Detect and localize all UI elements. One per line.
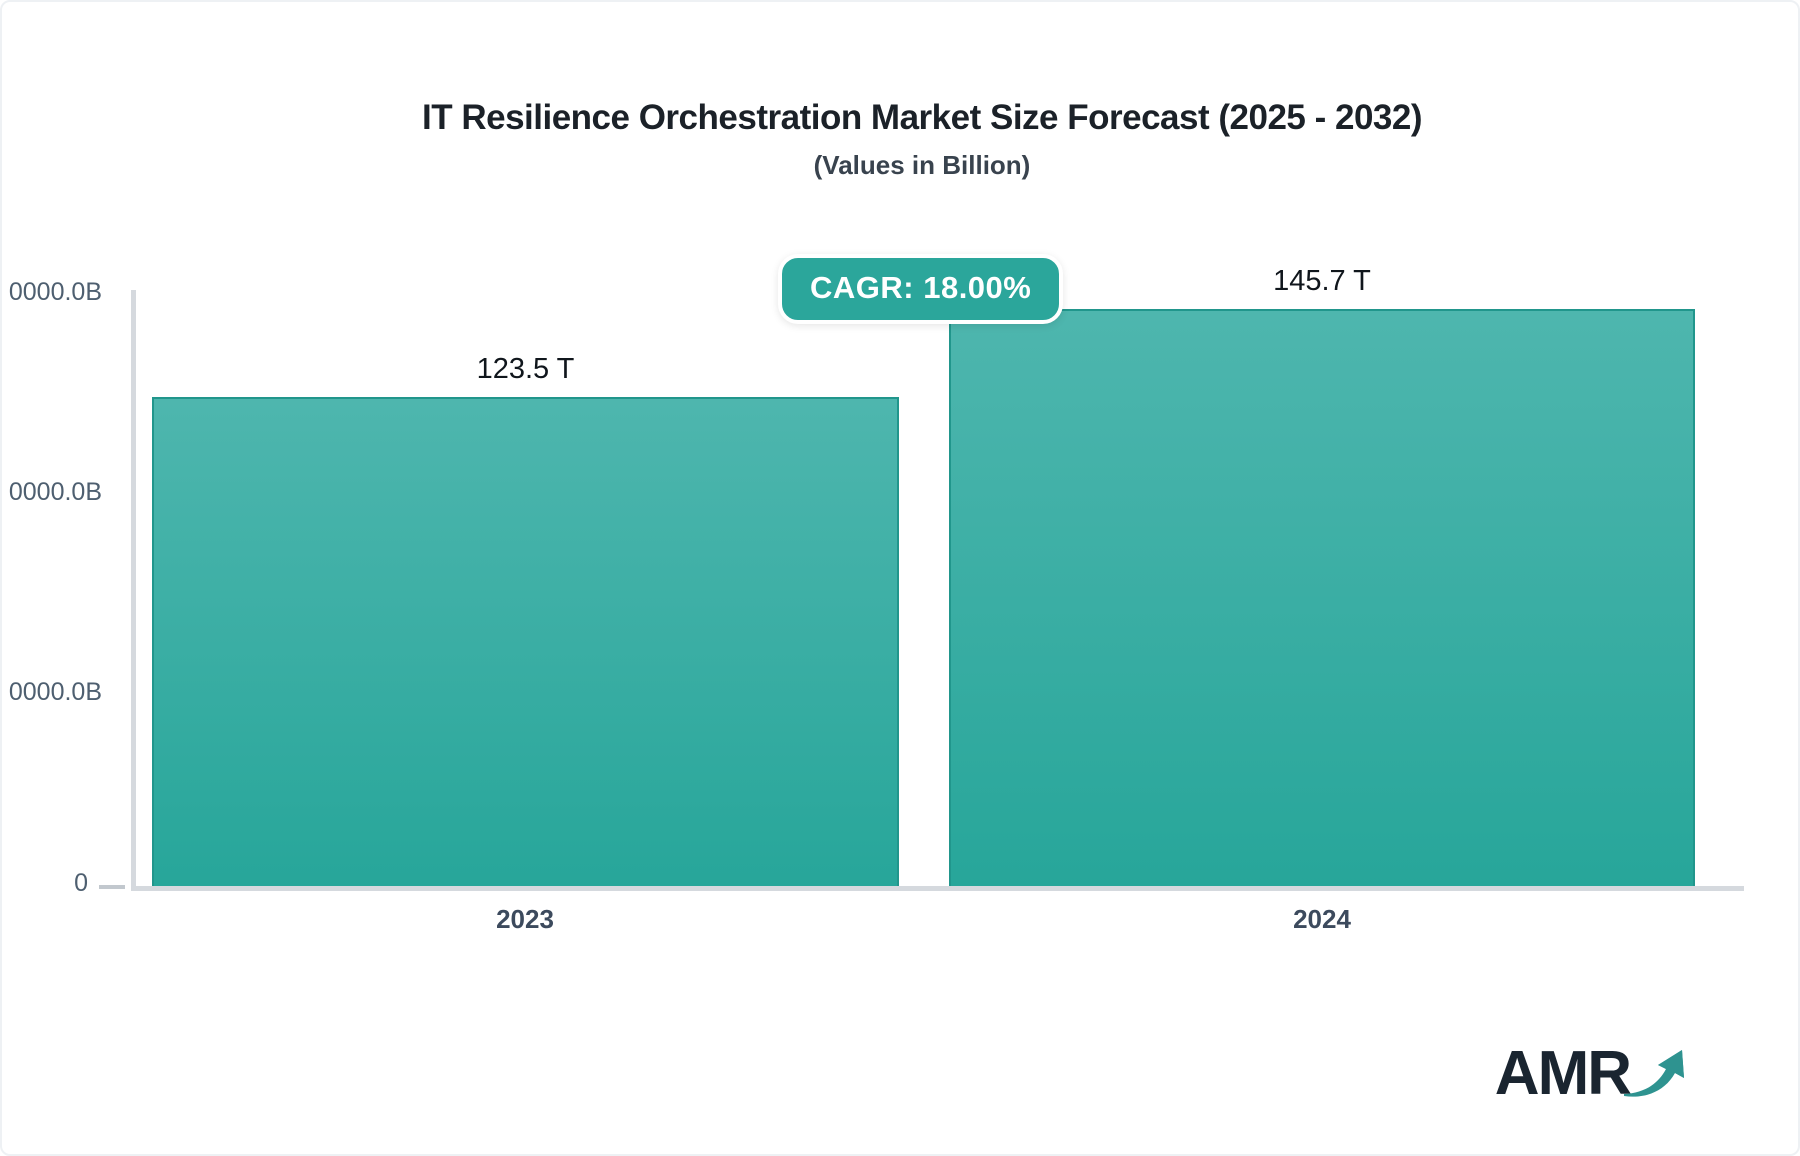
- y-tick-label-zero: 0: [74, 869, 88, 897]
- cagr-badge: CAGR: 18.00%: [778, 254, 1064, 324]
- bar-2024[interactable]: [949, 309, 1695, 886]
- bar-2023[interactable]: [152, 397, 899, 886]
- amr-logo-arrow-icon: [1624, 1050, 1684, 1097]
- bar-value-2023: 123.5 T: [476, 353, 575, 385]
- amr-logo: AMR: [1494, 1036, 1690, 1109]
- y-tick-label: 0000.0B: [8, 278, 102, 306]
- x-axis-line: [131, 886, 1744, 891]
- y-tick-label: 0000.0B: [8, 678, 102, 706]
- zero-tick-mark: [99, 885, 125, 889]
- y-axis-line: [131, 290, 136, 890]
- bar-value-2024: 145.7 T: [1273, 265, 1371, 297]
- chart-subtitle: (Values in Billion): [813, 150, 1031, 180]
- y-tick-label: 0000.0B: [8, 478, 102, 506]
- chart-title: IT Resilience Orchestration Market Size …: [422, 98, 1423, 137]
- cagr-badge-label: CAGR: 18.00%: [810, 270, 1032, 305]
- x-tick-label-2023: 2023: [496, 904, 554, 934]
- amr-logo-text: AMR: [1494, 1039, 1632, 1109]
- x-tick-label-2024: 2024: [1293, 904, 1351, 934]
